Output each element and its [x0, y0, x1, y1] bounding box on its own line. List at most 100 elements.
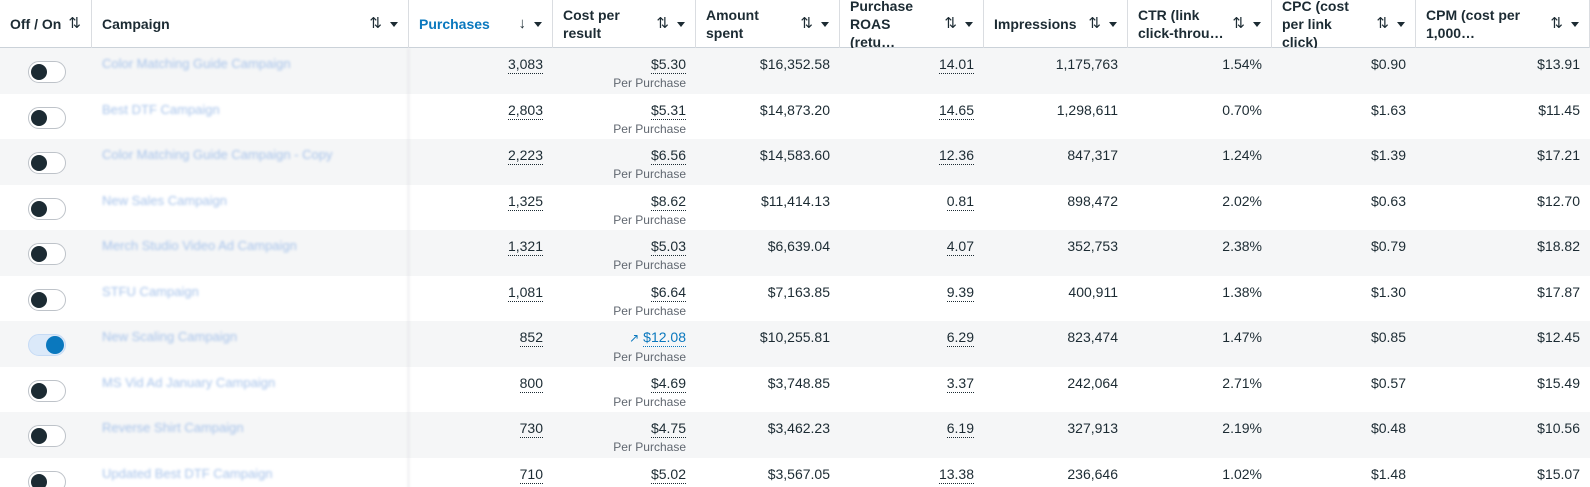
cost-per-result-value[interactable]: $4.69: [650, 374, 686, 393]
purchases-value[interactable]: 1,081: [507, 283, 543, 302]
header-spent[interactable]: Amount spent ⇅: [696, 0, 840, 48]
table-row[interactable]: Updated Best DTF Campaign 710 $5.02Per Pur…: [0, 457, 1590, 487]
campaign-name-link[interactable]: Best DTF Campaign: [92, 93, 409, 139]
sort-icon[interactable]: ⇅: [1376, 15, 1389, 32]
header-roas[interactable]: Purchase ROAS (retu… ⇅: [840, 0, 984, 50]
roas-cell: 14.01: [840, 48, 984, 94]
campaign-name-link[interactable]: Merch Studio Video Ad Campaign: [92, 230, 409, 276]
cost-per-result-value[interactable]: $5.02: [650, 465, 686, 484]
on-off-toggle[interactable]: [28, 106, 66, 129]
chevron-down-icon[interactable]: [1397, 21, 1405, 27]
chevron-down-icon[interactable]: [965, 21, 973, 27]
header-cpm[interactable]: CPM (cost per 1,000… ⇅: [1416, 0, 1590, 48]
sort-icon[interactable]: ⇅: [1232, 15, 1245, 32]
sort-icon[interactable]: ⇅: [800, 15, 813, 32]
sort-icon[interactable]: ⇅: [944, 15, 957, 32]
on-off-toggle[interactable]: [28, 334, 66, 356]
table-row[interactable]: Merch Studio Video Ad Campaign 1,321 $5.03…: [0, 230, 1590, 276]
chevron-down-icon[interactable]: [821, 21, 829, 27]
purchases-value[interactable]: 2,803: [507, 101, 543, 120]
purchases-value[interactable]: 2,223: [507, 147, 543, 165]
header-toggle[interactable]: Off / On ⇅: [0, 0, 92, 48]
on-off-toggle[interactable]: [28, 243, 66, 265]
toggle-knob: [31, 64, 47, 80]
cost-per-result-value[interactable]: $4.75: [650, 420, 686, 438]
cpr-cell: $5.31 Per Purchase: [553, 94, 696, 140]
roas-value[interactable]: 12.36: [938, 147, 974, 165]
header-cpr[interactable]: Cost per result ⇅: [553, 0, 696, 48]
table-row[interactable]: STFU Campaign 1,081 $6.64 Per Purchase $7,16…: [0, 275, 1590, 321]
roas-value[interactable]: 14.01: [938, 56, 974, 74]
chevron-down-icon[interactable]: [534, 21, 542, 27]
table-row[interactable]: New Scaling Campaign 852 ↗ $12.08 Per Purcha…: [0, 321, 1590, 367]
campaign-name-link[interactable]: Reverse Shirt Campaign: [92, 412, 409, 458]
table-row[interactable]: Color Matching Guide Campaign 3,083 $5.30 P…: [0, 48, 1590, 94]
roas-value[interactable]: 4.07: [946, 238, 974, 256]
purchases-value[interactable]: 852: [519, 329, 543, 347]
campaign-name-link[interactable]: Updated Best DTF Campaign: [92, 457, 409, 487]
table-row[interactable]: Color Matching Guide Campaign - Copy 2,22…: [0, 139, 1590, 185]
header-cpc[interactable]: CPC (cost per link click) ⇅: [1272, 0, 1416, 50]
on-off-toggle[interactable]: [28, 288, 66, 311]
cost-per-result-value[interactable]: $6.64: [650, 283, 686, 302]
on-off-toggle[interactable]: [28, 197, 66, 220]
cost-per-result-value[interactable]: $6.56: [650, 147, 686, 165]
chevron-down-icon[interactable]: [1571, 21, 1579, 27]
roas-value[interactable]: 14.65: [938, 101, 974, 120]
sort-icon[interactable]: ⇅: [1550, 15, 1563, 32]
roas-value[interactable]: 3.37: [946, 374, 974, 393]
cost-per-result-value[interactable]: $5.30: [650, 56, 686, 74]
purchases-value[interactable]: 730: [519, 420, 543, 438]
table-row[interactable]: MS Vid Ad January Campaign 800 $4.69 Per Pu…: [0, 366, 1590, 412]
table-row[interactable]: New Sales Campaign 1,325 $8.62 Per Purchase…: [0, 184, 1590, 230]
sort-icon[interactable]: ⇅: [68, 15, 81, 32]
ctr-value: 0.70%: [1222, 101, 1262, 118]
purchases-cell: 2,223: [409, 139, 553, 185]
chevron-down-icon[interactable]: [390, 21, 398, 27]
on-off-toggle[interactable]: [28, 425, 66, 447]
chevron-down-icon[interactable]: [1109, 21, 1117, 27]
campaign-name-link[interactable]: New Sales Campaign: [92, 184, 409, 230]
roas-value[interactable]: 9.39: [946, 283, 974, 302]
on-off-toggle[interactable]: [28, 61, 66, 83]
header-ctr[interactable]: CTR (link click-throu… ⇅: [1128, 0, 1272, 48]
ctr-cell: 0.70%: [1128, 94, 1272, 140]
chevron-down-icon[interactable]: [1253, 21, 1261, 27]
sort-icon[interactable]: ↓: [518, 15, 527, 32]
purchases-value[interactable]: 800: [519, 374, 543, 393]
sort-icon[interactable]: ⇅: [656, 15, 669, 32]
cpm-value: $15.49: [1537, 374, 1580, 391]
purchases-value[interactable]: 710: [519, 465, 543, 484]
roas-value[interactable]: 6.29: [946, 329, 974, 347]
sort-icon[interactable]: ⇅: [1088, 15, 1101, 32]
on-off-toggle[interactable]: [28, 470, 66, 487]
header-campaign[interactable]: Campaign ⇅: [92, 0, 409, 48]
purchases-value[interactable]: 3,083: [507, 56, 543, 74]
cost-per-result-value[interactable]: $5.31: [650, 101, 686, 120]
campaign-name-link[interactable]: STFU Campaign: [92, 275, 409, 321]
header-purchases[interactable]: Purchases ↓: [409, 0, 553, 48]
on-off-toggle[interactable]: [28, 379, 66, 402]
on-off-toggle[interactable]: [28, 152, 66, 174]
roas-value[interactable]: 13.38: [938, 465, 974, 484]
purchases-cell: 1,321: [409, 230, 553, 276]
cost-per-result-value[interactable]: $5.03: [650, 238, 686, 256]
spent-cell: $6,639.04: [696, 230, 840, 276]
table-row[interactable]: Best DTF Campaign 2,803 $5.31 Per Purchase $…: [0, 93, 1590, 140]
header-impr[interactable]: Impressions ⇅: [984, 0, 1128, 48]
campaign-name-link[interactable]: MS Vid Ad January Campaign: [92, 366, 409, 412]
campaign-name-link[interactable]: Color Matching Guide Campaign - Copy: [92, 139, 409, 185]
cpc-cell: $1.39: [1272, 139, 1416, 185]
cost-per-result-value[interactable]: $8.62: [650, 192, 686, 211]
roas-value[interactable]: 6.19: [946, 420, 974, 438]
sort-icon[interactable]: ⇅: [369, 15, 382, 32]
table-row[interactable]: Reverse Shirt Campaign 730 $4.75 Per Purcha…: [0, 412, 1590, 458]
campaign-name-link[interactable]: Color Matching Guide Campaign: [92, 48, 409, 94]
cost-per-result-value[interactable]: $12.08: [643, 329, 686, 347]
purchases-value[interactable]: 1,325: [507, 192, 543, 211]
cpc-cell: $0.85: [1272, 321, 1416, 367]
purchases-value[interactable]: 1,321: [507, 238, 543, 256]
roas-value[interactable]: 0.81: [946, 192, 974, 211]
campaign-name-link[interactable]: New Scaling Campaign: [92, 321, 409, 367]
chevron-down-icon[interactable]: [677, 21, 685, 27]
